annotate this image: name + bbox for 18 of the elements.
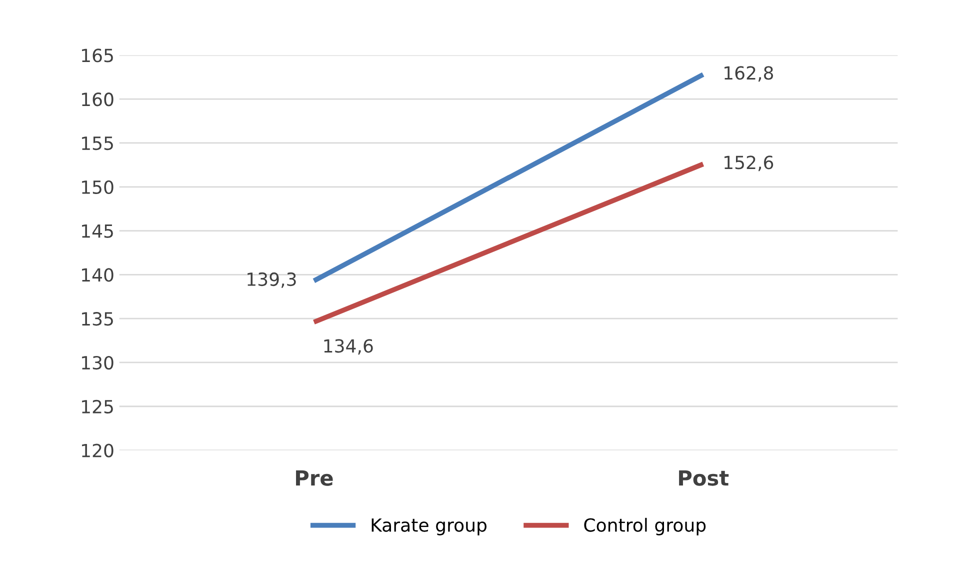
y-tick-label: 145 [82,224,113,238]
y-tick-label: 155 [82,136,113,150]
data-label: 162,8 [724,66,774,82]
data-label: 152,6 [724,156,774,172]
data-label: 134,6 [324,339,373,355]
legend-label: Control group [584,518,706,536]
legend-label: Karate group [372,518,486,536]
x-tick-label: Pre [296,470,333,486]
x-tick-label: Post [679,470,729,486]
data-label: 139,3 [248,272,296,288]
y-tick-label: 125 [82,400,113,414]
y-tick-label: 120 [82,444,114,458]
y-tick-label: 160 [82,92,114,106]
y-tick-label: 140 [82,268,114,282]
y-tick-label: 135 [82,312,113,326]
y-tick-label: 165 [82,48,113,62]
y-tick-label: 150 [82,180,114,194]
y-tick-label: 130 [82,356,114,370]
